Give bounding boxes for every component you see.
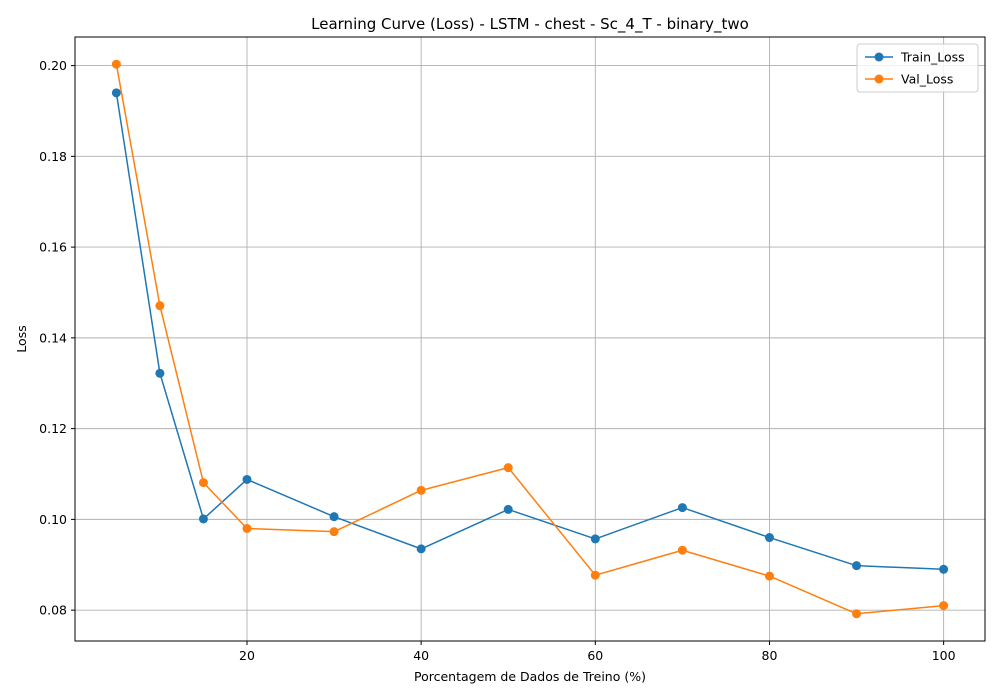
y-tick-label: 0.16 bbox=[39, 240, 67, 255]
series-layer bbox=[111, 59, 949, 619]
x-tick-label: 40 bbox=[413, 648, 429, 663]
val-loss-data-point bbox=[111, 59, 121, 69]
train-loss-data-point bbox=[764, 533, 774, 543]
train-loss-data-point bbox=[939, 564, 949, 574]
train-loss-data-point bbox=[416, 544, 426, 554]
x-axis-label: Porcentagem de Dados de Treino (%) bbox=[414, 669, 646, 684]
train-loss-data-point bbox=[111, 88, 121, 98]
val-loss-data-point bbox=[852, 609, 862, 619]
plot-frame bbox=[74, 36, 986, 642]
val-loss-data-point bbox=[242, 523, 252, 533]
train-loss-data-point bbox=[677, 503, 687, 513]
val-loss-data-point bbox=[155, 301, 165, 311]
val-loss-data-point bbox=[939, 601, 949, 611]
val-loss-data-point bbox=[590, 570, 600, 580]
train-loss-data-point bbox=[590, 534, 600, 544]
tick-layer: 20 40 60 80 100 0.08 0.10 0.12 0.14 0.16 0.18 0.20 bbox=[39, 58, 955, 663]
y-tick-label: 0.14 bbox=[39, 330, 67, 345]
grid-layer bbox=[75, 37, 985, 641]
train-loss-data-point bbox=[198, 514, 208, 524]
legend-box bbox=[856, 43, 979, 93]
x-tick-label: 80 bbox=[762, 648, 778, 663]
val-loss-series-line bbox=[115, 64, 944, 615]
chart-title: Learning Curve (Loss) - LSTM - chest - S… bbox=[311, 15, 749, 34]
train-loss-series-line bbox=[115, 92, 944, 571]
y-tick-label: 0.20 bbox=[39, 58, 67, 73]
val-loss-data-point bbox=[677, 545, 687, 555]
val-loss-data-point bbox=[198, 478, 208, 488]
val-loss-data-point bbox=[416, 485, 426, 495]
train-loss-data-point bbox=[155, 368, 165, 378]
x-tick-label: 100 bbox=[932, 648, 956, 663]
val-loss-data-point bbox=[503, 463, 513, 473]
train-loss-data-point bbox=[852, 561, 862, 571]
val-loss-legend-label: Val_Loss bbox=[901, 72, 953, 87]
y-tick-label: 0.10 bbox=[39, 512, 67, 527]
train-loss-data-point bbox=[329, 512, 339, 522]
legend: Train_Loss Val_Loss bbox=[856, 43, 979, 93]
x-tick-label: 20 bbox=[239, 648, 255, 663]
y-tick-label: 0.12 bbox=[39, 421, 67, 436]
train-loss-data-point bbox=[242, 474, 252, 484]
train-loss-data-point bbox=[503, 504, 513, 514]
y-tick-label: 0.18 bbox=[39, 149, 67, 164]
y-tick-label: 0.08 bbox=[39, 603, 67, 618]
val-loss-data-point bbox=[329, 527, 339, 537]
val-loss-legend-marker bbox=[874, 74, 884, 84]
train-loss-legend-label: Train_Loss bbox=[900, 50, 965, 65]
val-loss-data-point bbox=[764, 571, 774, 581]
x-tick-label: 60 bbox=[587, 648, 603, 663]
train-loss-legend-marker bbox=[874, 52, 884, 62]
y-axis-label: Loss bbox=[14, 325, 29, 352]
